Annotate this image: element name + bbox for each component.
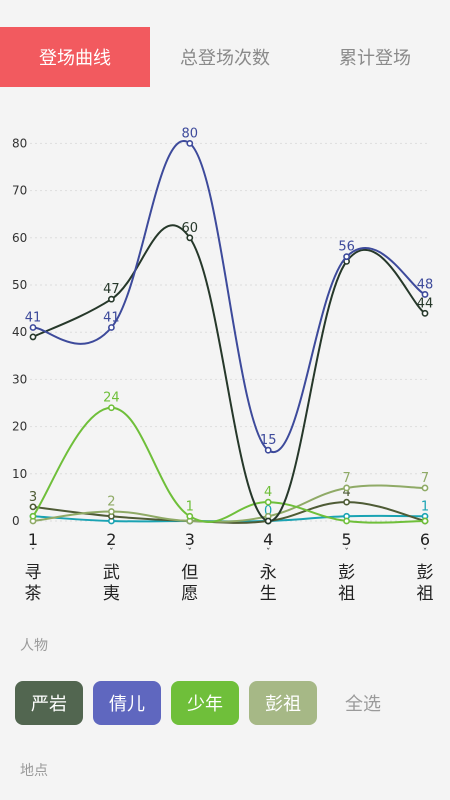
data-label: 44 bbox=[417, 296, 434, 311]
data-point bbox=[343, 498, 350, 506]
series-line-1 bbox=[32, 140, 426, 454]
data-label: 4 bbox=[342, 485, 350, 500]
x-tick-mark: ˇ bbox=[31, 547, 36, 558]
tab-bar: 登场曲线 总登场次数 累计登场 bbox=[0, 27, 450, 87]
y-tick-label: 70 bbox=[12, 184, 27, 198]
data-point bbox=[421, 291, 429, 298]
tab-appearance-curve[interactable]: 登场曲线 bbox=[0, 27, 150, 87]
tab-cumulative-appearances[interactable]: 累计登场 bbox=[339, 48, 411, 69]
x-tick-label: 但 bbox=[181, 563, 198, 583]
data-point bbox=[264, 498, 272, 506]
data-label: 41 bbox=[25, 310, 42, 325]
x-tick-label: 彭 bbox=[417, 563, 434, 583]
data-point bbox=[108, 324, 115, 331]
data-label: 7 bbox=[342, 471, 350, 486]
y-tick-label: 50 bbox=[12, 278, 27, 292]
x-tick-label: 武 bbox=[103, 563, 120, 583]
data-label: 0 bbox=[264, 504, 272, 519]
data-point bbox=[343, 253, 350, 261]
x-tick-label: 愿 bbox=[181, 584, 198, 604]
data-point bbox=[186, 140, 194, 147]
data-point bbox=[108, 404, 115, 412]
data-point bbox=[343, 517, 350, 525]
chip-yanyan[interactable]: 严岩 bbox=[15, 681, 83, 725]
data-label: 48 bbox=[417, 277, 434, 292]
data-point bbox=[29, 333, 37, 341]
y-tick-label: 20 bbox=[12, 420, 27, 434]
chip-shaonian[interactable]: 少年 bbox=[171, 681, 239, 725]
x-tick-label: 永 bbox=[260, 563, 277, 583]
data-label: 41 bbox=[103, 310, 120, 325]
y-tick-label: 40 bbox=[12, 325, 27, 339]
data-point bbox=[421, 309, 429, 317]
appearance-line-chart: 010203040506070801ˇ寻茶2ˇ武夷3ˇ但愿4ˇ永生5ˇ彭祖6ˇ彭… bbox=[12, 126, 434, 604]
data-label: 3 bbox=[29, 490, 37, 505]
x-tick-label: 彭 bbox=[338, 563, 355, 583]
data-point bbox=[29, 503, 37, 511]
x-tick-label: 生 bbox=[260, 584, 277, 604]
person-filter-chips: 严岩 倩儿 少年 彭祖 全选 bbox=[15, 681, 399, 725]
data-label: 2 bbox=[107, 495, 115, 510]
series-line-2 bbox=[32, 406, 426, 524]
x-tick-mark: ˇ bbox=[109, 547, 114, 558]
data-label: 24 bbox=[103, 391, 120, 406]
x-tick-label: 茶 bbox=[25, 584, 42, 604]
series-line-4 bbox=[32, 501, 426, 524]
data-label: 80 bbox=[182, 126, 199, 141]
data-label: 60 bbox=[182, 221, 199, 236]
x-tick-number: 4 bbox=[263, 530, 273, 549]
data-label: 56 bbox=[338, 240, 355, 255]
data-point bbox=[186, 512, 194, 520]
x-tick-number: 6 bbox=[420, 530, 430, 549]
data-point bbox=[186, 234, 194, 242]
data-label: 47 bbox=[103, 282, 120, 297]
data-point bbox=[29, 512, 37, 520]
data-label: 1 bbox=[186, 499, 194, 514]
x-tick-label: 夷 bbox=[103, 584, 120, 604]
data-label: 4 bbox=[264, 485, 272, 500]
data-label: 7 bbox=[421, 471, 429, 486]
y-tick-label: 10 bbox=[12, 467, 27, 481]
x-tick-mark: ˇ bbox=[423, 547, 428, 558]
y-tick-label: 0 bbox=[12, 514, 20, 528]
select-all-button[interactable]: 全选 bbox=[345, 694, 381, 715]
data-point bbox=[421, 484, 429, 492]
x-tick-number: 1 bbox=[28, 530, 38, 549]
y-tick-label: 30 bbox=[12, 372, 27, 386]
x-tick-label: 寻 bbox=[25, 563, 42, 583]
series-line-0 bbox=[32, 224, 426, 523]
place-section-label: 地点 bbox=[20, 763, 48, 779]
data-point bbox=[343, 484, 350, 492]
y-tick-label: 60 bbox=[12, 231, 27, 245]
x-tick-number: 5 bbox=[342, 530, 352, 549]
x-tick-label: 祖 bbox=[338, 584, 355, 604]
tab-total-appearances[interactable]: 总登场次数 bbox=[180, 48, 270, 69]
data-point bbox=[421, 517, 429, 525]
x-tick-mark: ˇ bbox=[344, 547, 349, 558]
x-tick-number: 2 bbox=[106, 530, 116, 549]
data-point bbox=[29, 324, 37, 331]
x-tick-number: 3 bbox=[185, 530, 195, 549]
chip-pengzu[interactable]: 彭祖 bbox=[249, 681, 317, 725]
x-tick-mark: ˇ bbox=[188, 547, 193, 558]
y-tick-label: 80 bbox=[12, 136, 27, 150]
data-label: 1 bbox=[421, 499, 429, 514]
x-tick-mark: ˇ bbox=[266, 547, 271, 558]
data-point bbox=[264, 517, 272, 525]
data-label: 15 bbox=[260, 433, 277, 448]
data-point bbox=[108, 508, 115, 515]
data-point bbox=[264, 446, 272, 454]
data-point bbox=[108, 295, 115, 303]
x-tick-label: 祖 bbox=[417, 584, 434, 604]
person-section-label: 人物 bbox=[20, 638, 48, 654]
chip-qianer[interactable]: 倩儿 bbox=[93, 681, 161, 725]
series-line-3 bbox=[32, 484, 426, 523]
